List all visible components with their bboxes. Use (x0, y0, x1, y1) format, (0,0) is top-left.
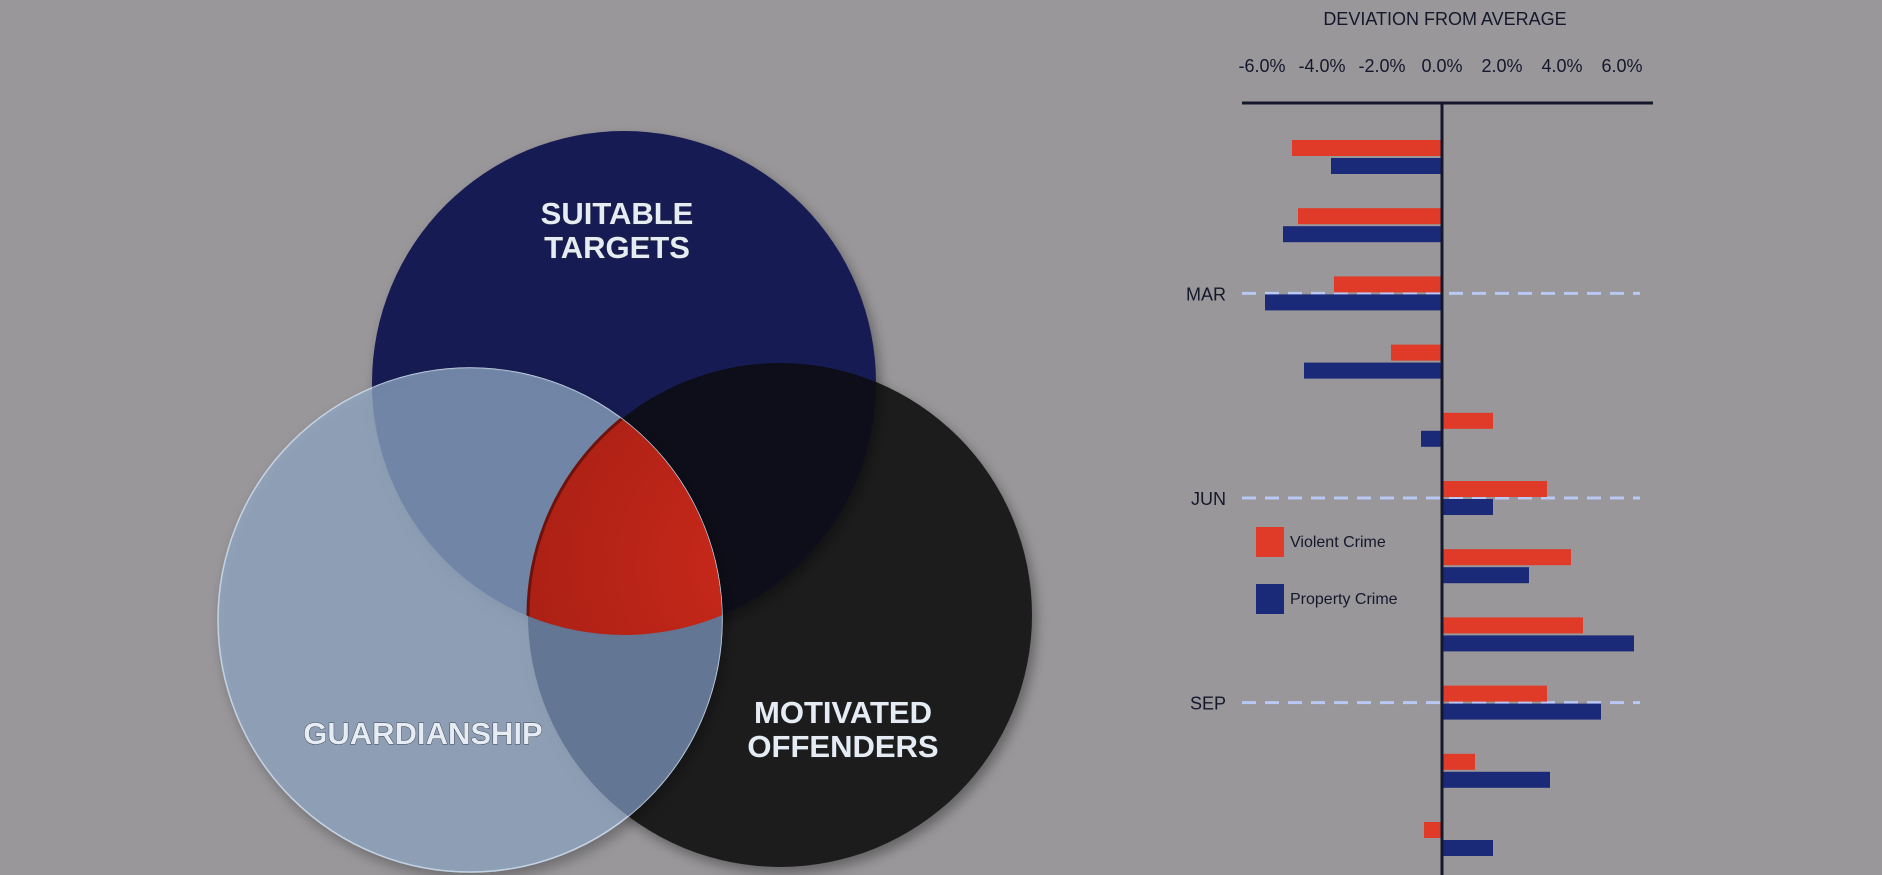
suitable-targets-label-1: SUITABLE (541, 196, 694, 231)
property-crime-bar (1283, 226, 1442, 243)
violent-crime-bar (1298, 208, 1442, 225)
legend-swatch-violent (1256, 527, 1284, 557)
center-intersection (526, 368, 722, 635)
property-crime-bar (1265, 294, 1442, 311)
x-tick-label: 2.0% (1481, 56, 1522, 76)
property-crime-bar (1442, 635, 1634, 652)
motivated-offenders-label-1: MOTIVATED (754, 695, 932, 730)
motivated-offenders-label-2: OFFENDERS (747, 729, 938, 764)
property-crime-bar (1442, 840, 1493, 856)
legend-swatch-property (1256, 584, 1284, 614)
violent-crime-bar (1442, 549, 1571, 566)
month-label: SEP (1190, 694, 1226, 714)
month-label: JUN (1191, 489, 1226, 509)
x-tick-label: -6.0% (1238, 56, 1285, 76)
x-tick-label: -4.0% (1298, 56, 1345, 76)
violent-crime-bar (1442, 412, 1493, 429)
violent-crime-bar (1442, 617, 1583, 634)
legend-label-property: Property Crime (1290, 591, 1398, 608)
x-tick-label: 6.0% (1601, 56, 1642, 76)
property-crime-bar (1331, 158, 1442, 174)
property-crime-bar (1442, 771, 1550, 788)
violent-crime-bar (1391, 344, 1442, 361)
x-tick-label: 4.0% (1541, 56, 1582, 76)
property-crime-bar (1421, 430, 1442, 447)
violent-crime-bar (1292, 140, 1442, 156)
month-label: MAR (1186, 284, 1226, 304)
violent-crime-bar (1442, 753, 1475, 770)
property-crime-bar (1442, 703, 1601, 720)
property-crime-bar (1304, 362, 1442, 379)
x-tick-label: 0.0% (1421, 56, 1462, 76)
x-tick-label: -2.0% (1358, 56, 1405, 76)
violent-crime-bar (1442, 481, 1547, 497)
guardianship-label: GUARDIANSHIP (303, 716, 542, 751)
property-crime-bar (1442, 567, 1529, 584)
legend-label-violent: Violent Crime (1290, 534, 1386, 551)
violent-crime-bar (1442, 685, 1547, 702)
violent-crime-bar (1334, 276, 1442, 293)
chart-title: DEVIATION FROM AVERAGE (1323, 9, 1566, 29)
property-crime-bar (1442, 499, 1493, 515)
suitable-targets-label-2: TARGETS (544, 230, 690, 265)
violent-crime-bar (1424, 822, 1442, 838)
